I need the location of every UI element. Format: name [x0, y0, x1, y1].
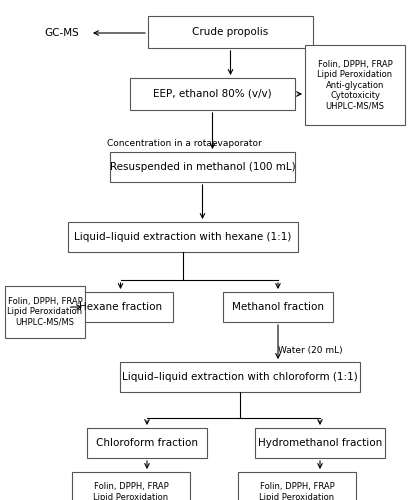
- Bar: [5, 286, 85, 338]
- Text: Methanol fraction: Methanol fraction: [232, 302, 324, 312]
- Text: Concentration in a rotaevaporator: Concentration in a rotaevaporator: [107, 140, 262, 148]
- Text: EEP, ethanol 80% (v/v): EEP, ethanol 80% (v/v): [153, 89, 272, 99]
- Bar: [72, 472, 190, 500]
- Text: Folin, DPPH, FRAP
Lipid Peroxidation
Anti-glycation
Cytotoxicity
UHPLC-MS/MS: Folin, DPPH, FRAP Lipid Peroxidation Ant…: [317, 60, 393, 110]
- Text: Folin, DPPH, FRAP
Lipid Peroxidation
UHPLC-MS/MS: Folin, DPPH, FRAP Lipid Peroxidation UHP…: [259, 482, 335, 500]
- Text: Liquid–liquid extraction with hexane (1:1): Liquid–liquid extraction with hexane (1:…: [74, 232, 292, 242]
- Bar: [68, 292, 173, 322]
- Bar: [87, 428, 207, 458]
- Text: Liquid–liquid extraction with chloroform (1:1): Liquid–liquid extraction with chloroform…: [122, 372, 358, 382]
- Text: Resuspended in methanol (100 mL): Resuspended in methanol (100 mL): [110, 162, 296, 172]
- Bar: [130, 78, 295, 110]
- Bar: [120, 362, 360, 392]
- Text: Hexane fraction: Hexane fraction: [79, 302, 162, 312]
- Bar: [305, 45, 405, 125]
- Bar: [68, 222, 298, 252]
- Text: Crude propolis: Crude propolis: [192, 27, 269, 37]
- Text: GC-MS: GC-MS: [45, 28, 79, 38]
- Bar: [238, 472, 356, 500]
- Bar: [148, 16, 313, 48]
- Text: Water (20 mL): Water (20 mL): [278, 346, 343, 354]
- Bar: [110, 152, 295, 182]
- Text: Hydromethanol fraction: Hydromethanol fraction: [258, 438, 382, 448]
- Bar: [223, 292, 333, 322]
- Bar: [255, 428, 385, 458]
- Text: Folin, DPPH, FRAP
Lipid Peroxidation
UHPLC-MS/MS: Folin, DPPH, FRAP Lipid Peroxidation UHP…: [7, 297, 83, 327]
- Text: Folin, DPPH, FRAP
Lipid Peroxidation
UHPLC-MS/MS: Folin, DPPH, FRAP Lipid Peroxidation UHP…: [93, 482, 169, 500]
- Text: Chloroform fraction: Chloroform fraction: [96, 438, 198, 448]
